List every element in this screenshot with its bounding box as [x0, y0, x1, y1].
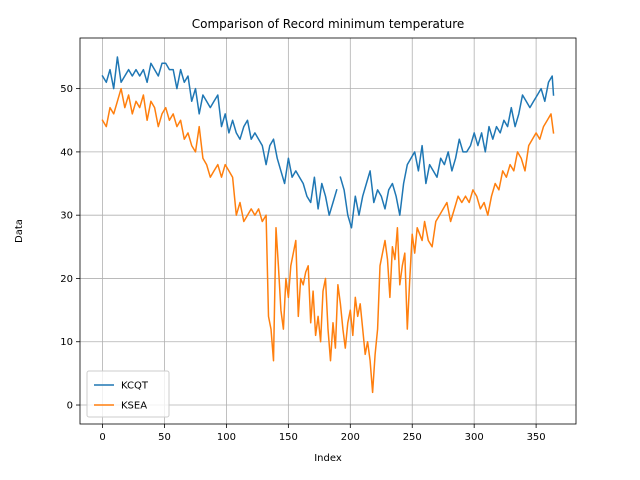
- y-axis-label: Data: [14, 219, 25, 243]
- y-tick-label: 10: [60, 337, 73, 348]
- legend: KCQT KSEA: [86, 370, 170, 418]
- y-tick-label: 50: [60, 84, 73, 95]
- x-tick-label: 100: [217, 432, 236, 443]
- y-tick-label: 0: [67, 401, 73, 412]
- legend-ksea-label: KSEA: [121, 401, 147, 412]
- y-tick-label: 30: [60, 211, 73, 222]
- y-tick-label: 20: [60, 274, 73, 285]
- x-tick-label: 200: [341, 432, 360, 443]
- series-ksea-line: [101, 87, 555, 394]
- y-axis-ticks: 0 10 20 30 40 50: [60, 84, 80, 412]
- chart-title: Comparison of Record minimum temperature: [192, 17, 465, 31]
- x-axis-label: Index: [314, 453, 342, 464]
- legend-items: KCQT KSEA: [94, 381, 149, 412]
- y-tick-label: 40: [60, 147, 73, 158]
- x-tick-label: 300: [465, 432, 484, 443]
- series-kcqt-line: [101, 56, 338, 216]
- x-tick-label: 250: [403, 432, 422, 443]
- plot-frame: [79, 37, 577, 425]
- series-lines: [101, 56, 555, 394]
- x-tick-label: 150: [279, 432, 298, 443]
- x-tick-label: 350: [527, 432, 546, 443]
- x-tick-label: 0: [99, 432, 105, 443]
- x-tick-label: 50: [158, 432, 171, 443]
- x-axis-ticks: 0 50 100 150 200 250 300 350: [99, 424, 546, 443]
- legend-kcqt-label: KCQT: [121, 381, 149, 392]
- series-kcqt-line: [339, 75, 555, 229]
